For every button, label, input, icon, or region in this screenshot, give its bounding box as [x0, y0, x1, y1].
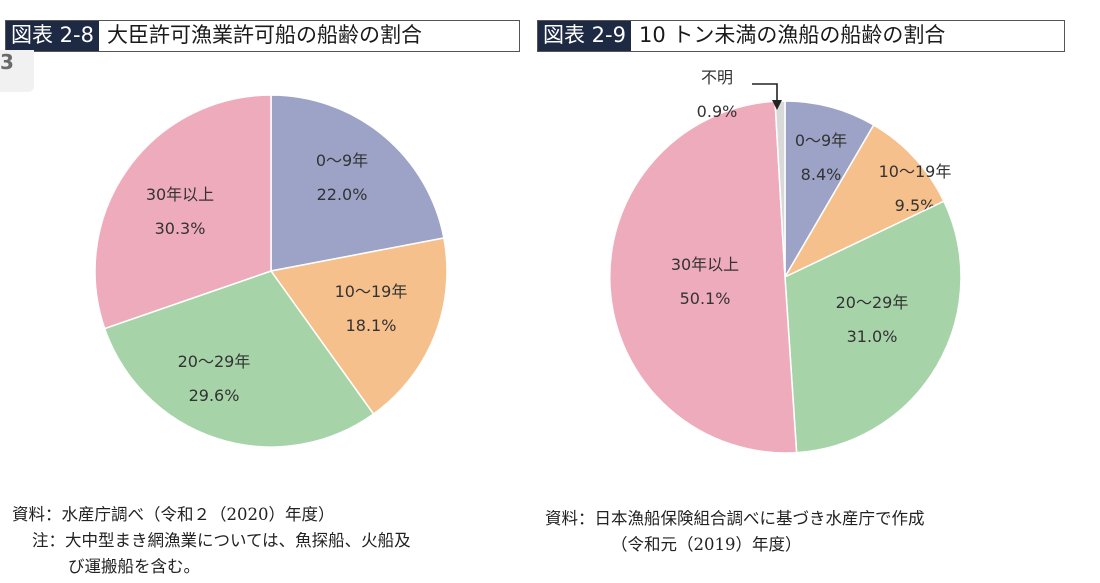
- source-note: 注：大中型まき網漁業については、魚探船、火船及: [32, 531, 411, 550]
- source-note: 資料：日本漁船保険組合調べに基づき水産庁で作成: [545, 509, 925, 528]
- figure-number: 図表 2-9: [538, 21, 631, 51]
- chart-title-box: 図表 2-9 10 トン未満の漁船の船齢の割合: [537, 20, 1065, 52]
- chart-title: 大臣許可漁業許可船の船齢の割合: [106, 23, 422, 47]
- source-note: び運搬船を含む。: [68, 557, 200, 576]
- pie-slice: [609, 100, 798, 454]
- pie-slice: [270, 94, 445, 272]
- page-corner-number: 3: [0, 50, 14, 74]
- callout-line: [752, 83, 778, 104]
- slice-category-label: 10〜19年: [335, 282, 408, 301]
- slice-percent-label: 50.1%: [680, 289, 731, 308]
- slice-category-label: 20〜29年: [836, 293, 909, 312]
- slice-percent-label: 30.3%: [155, 219, 206, 238]
- source-note: 資料：水産庁調べ（令和２（2020）年度）: [12, 505, 335, 524]
- pie-slice: [94, 94, 272, 330]
- pie-chart: 0〜9年8.4% 10〜19年9.5%20〜29年31.0%30年以上50.1%不…: [609, 68, 962, 454]
- slice-category-label: 30年以上: [146, 185, 214, 204]
- slice-category-label: 30年以上: [671, 255, 739, 274]
- callout-arrowhead: [772, 100, 782, 110]
- slice-percent-label: 18.1%: [346, 316, 397, 335]
- slice-percent-label: 0.9%: [697, 102, 738, 121]
- slice-percent-label: 29.6%: [189, 386, 240, 405]
- slice-category-label: 20〜29年: [178, 352, 251, 371]
- slice-percent-label: 8.4%: [801, 165, 842, 184]
- slice-category-label: 不明: [701, 68, 733, 87]
- chart-title-box: 図表 2-8 大臣許可漁業許可船の船齢の割合: [5, 20, 520, 52]
- source-note: （令和元（2019）年度）: [611, 535, 802, 554]
- chart-panel-left: 図表 2-8 大臣許可漁業許可船の船齢の割合 3 0〜9年 22.0% 10〜19年…: [0, 0, 540, 583]
- pie-slice: [103, 270, 375, 448]
- slice-percent-label: 22.0%: [317, 185, 368, 204]
- pie-chart: 0〜9年 22.0% 10〜19年 18.1% 20〜29年 29.6% 30年以上 30.3…: [94, 94, 448, 448]
- slice-category-label: 10〜19年: [879, 162, 952, 181]
- chart-panel-right: 図表 2-9 10 トン未満の漁船の船齢の割合 0〜9年 8.4% 10〜19年 9.…: [535, 0, 1100, 583]
- slice-category-label: 0〜9年: [795, 131, 847, 150]
- pie-slice: [784, 200, 962, 454]
- pie-slice: [269, 237, 448, 416]
- pie-slice: [784, 100, 875, 280]
- page-corner-tag: 3: [0, 50, 34, 92]
- slice-category-label: 0〜9年: [316, 151, 368, 170]
- pie-slice: [783, 123, 945, 279]
- figure-number: 図表 2-8: [6, 21, 99, 51]
- chart-title: 10 トン未満の漁船の船齢の割合: [638, 23, 946, 47]
- slice-percent-label: 31.0%: [847, 327, 898, 346]
